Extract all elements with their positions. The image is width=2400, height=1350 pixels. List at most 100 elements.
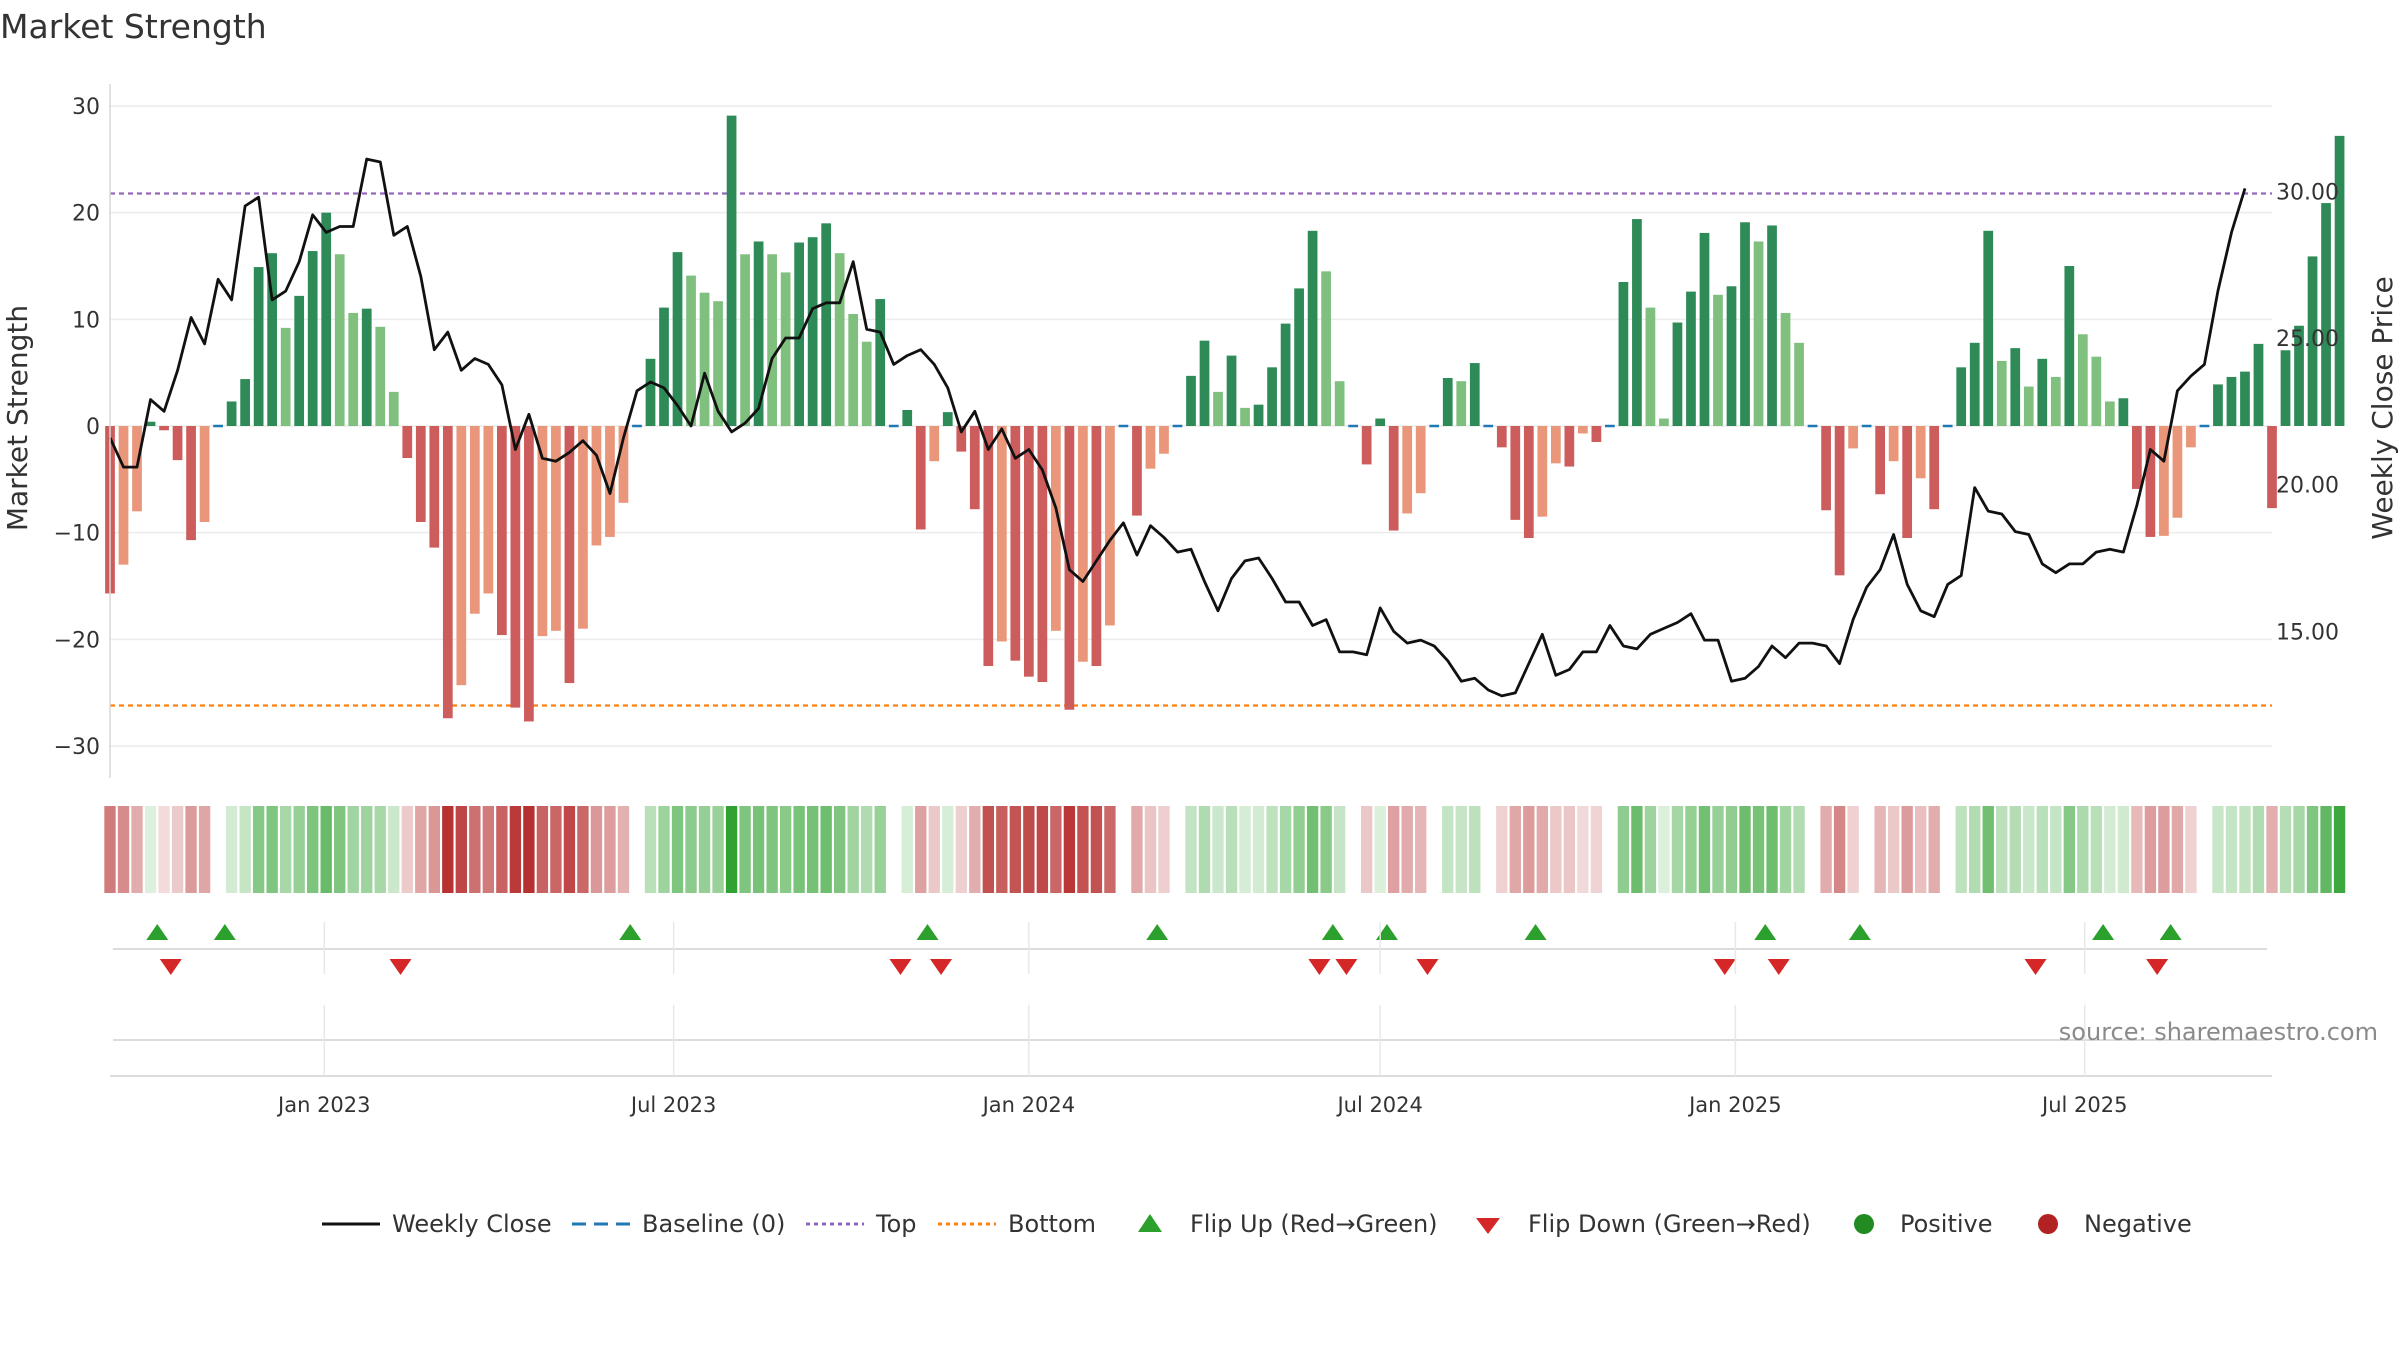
heat-cell	[2185, 806, 2197, 893]
flip-up-marker	[1375, 924, 1398, 940]
weekly-close-line	[108, 157, 2247, 698]
heat-cell	[293, 806, 305, 893]
heat-cell	[1955, 806, 1967, 893]
heat-cell	[428, 806, 440, 893]
strength-bar	[1591, 426, 1602, 442]
strength-bar	[2023, 386, 2034, 426]
heat-cell	[1023, 806, 1035, 893]
strength-bar	[1996, 360, 2007, 426]
heat-cell	[2266, 806, 2278, 893]
strength-bar	[1740, 222, 1750, 426]
flip-up-marker	[1524, 924, 1547, 940]
heat-cell	[766, 806, 778, 893]
heat-cell	[307, 806, 319, 893]
heat-cell	[347, 806, 359, 893]
y-tick-label: 30	[72, 95, 100, 120]
x-tick-label: Jul 2024	[1335, 1093, 1422, 1117]
heat-cell	[1252, 806, 1265, 893]
reference-lines	[110, 192, 2272, 707]
strength-bar	[902, 410, 913, 426]
heat-cell	[2077, 806, 2089, 893]
strength-bar	[1321, 271, 1331, 426]
strength-bar	[969, 426, 980, 510]
heat-cell	[1185, 806, 1197, 893]
strength-bar	[1186, 375, 1196, 426]
flip-up-marker	[1321, 924, 1344, 940]
strength-bar	[740, 254, 750, 426]
flip-up-marker	[213, 924, 236, 940]
strength-bar	[713, 301, 723, 426]
heat-cell	[198, 806, 211, 893]
heat-cell	[496, 806, 508, 893]
heat-cell	[334, 806, 346, 893]
strength-bar	[402, 426, 413, 458]
heat-cell	[536, 806, 549, 893]
heat-cell	[1550, 806, 1562, 893]
heat-cell	[1631, 806, 1643, 893]
heat-cell	[1914, 806, 1927, 893]
y-tick-label: 10	[72, 308, 100, 333]
strength-bar	[1915, 426, 1926, 479]
heat-cell	[185, 806, 197, 893]
strength-bar	[1929, 426, 1940, 510]
heat-cell	[833, 806, 846, 893]
strength-bar	[1280, 323, 1291, 426]
heat-cell	[1887, 806, 1900, 893]
strength-bar	[1969, 342, 1980, 426]
heat-cell	[1496, 806, 1508, 893]
heat-cell	[2225, 806, 2238, 893]
strength-bar	[1456, 381, 1467, 426]
heat-cell	[550, 806, 562, 893]
heat-cell	[1469, 806, 1481, 893]
strength-bar	[2307, 256, 2318, 426]
heat-cell	[1455, 806, 1467, 893]
strength-bar	[1010, 426, 1021, 661]
strength-bar	[537, 426, 548, 637]
heat-cell	[144, 806, 157, 893]
y2-tick-label: 25.00	[2276, 327, 2339, 352]
heat-cell	[2009, 806, 2021, 893]
y2-tick-label: 20.00	[2276, 474, 2339, 499]
heat-cell	[2158, 806, 2170, 893]
heat-cell	[793, 806, 805, 893]
strength-bar	[1469, 363, 1480, 426]
heat-cell	[577, 806, 589, 893]
heat-cell	[644, 806, 657, 893]
legend-label: Baseline (0)	[642, 1210, 785, 1238]
heat-cell	[942, 806, 954, 893]
y2-tick-label: 30.00	[2276, 180, 2339, 205]
strength-bar	[1213, 391, 1223, 426]
heat-cell	[752, 806, 765, 893]
flip-down-marker	[1335, 959, 1358, 975]
strength-bar	[1199, 340, 1210, 426]
heat-cell	[1617, 806, 1630, 893]
heat-cell	[171, 806, 184, 893]
strength-bar	[1496, 426, 1507, 448]
strength-bar	[2213, 384, 2223, 426]
strength-bar	[821, 223, 832, 426]
strength-bar	[753, 241, 764, 426]
x-tick-label: Jan 2024	[981, 1093, 1076, 1117]
heat-cell	[861, 806, 873, 893]
heat-cell	[725, 806, 738, 893]
source-label: source: sharemaestro.com	[2059, 1018, 2378, 1046]
heat-cell	[1050, 806, 1062, 893]
strength-bar	[334, 254, 345, 426]
strength-bar	[1550, 426, 1561, 464]
heat-cell	[2036, 806, 2048, 893]
heat-cell	[320, 806, 332, 893]
heat-cell	[1969, 806, 1981, 893]
heat-cell	[698, 806, 711, 893]
heat-cell	[225, 806, 238, 893]
legend-label: Flip Up (Red→Green)	[1190, 1210, 1438, 1238]
strength-bar	[591, 426, 602, 546]
strength-bar	[456, 426, 467, 686]
chart-title: Market Strength	[0, 7, 267, 46]
strength-bar	[1726, 286, 1737, 426]
strength-bar	[942, 412, 953, 426]
heat-cell	[2320, 806, 2332, 893]
strength-bar	[1577, 426, 1588, 434]
strength-bars	[105, 115, 2345, 722]
strength-bar	[996, 426, 1007, 642]
heat-cell	[806, 806, 819, 893]
